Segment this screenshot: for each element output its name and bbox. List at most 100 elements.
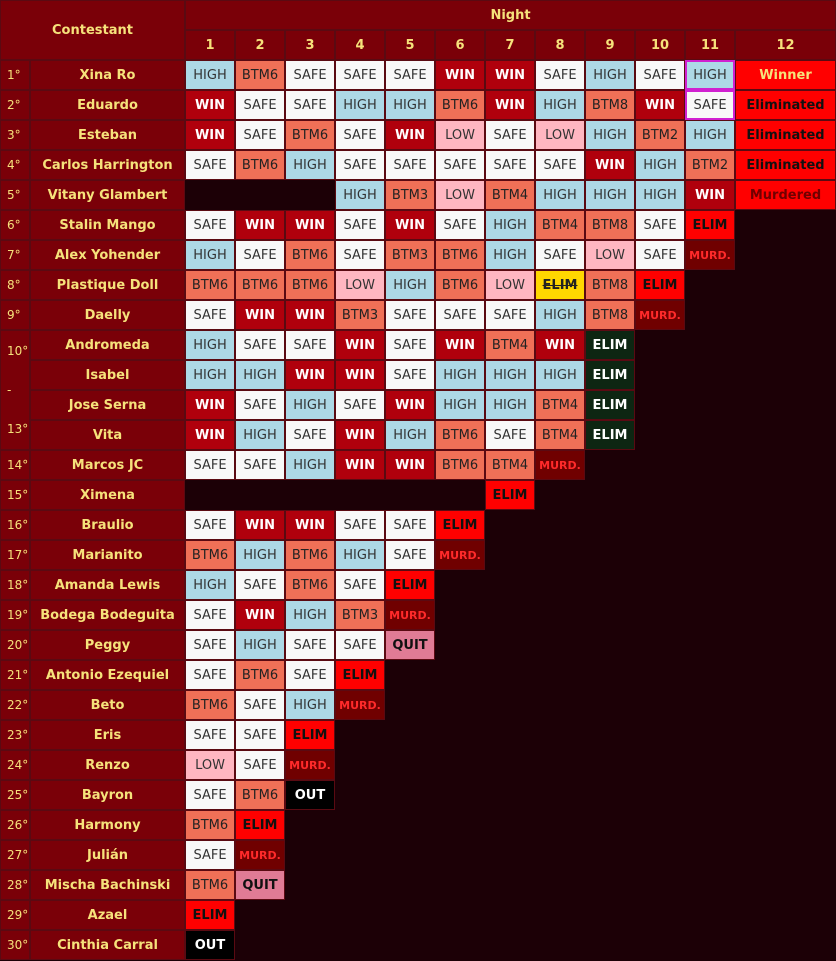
contestant-name: Andromeda [30, 330, 185, 360]
result-cell: BTM4 [485, 450, 535, 480]
result-cell: SAFE [185, 300, 235, 330]
result-cell: HIGH [685, 60, 735, 90]
result-cell: BTM6 [435, 90, 485, 120]
result-cell: SAFE [635, 240, 685, 270]
rank-cell: 5° [0, 180, 30, 210]
result-cell: BTM8 [585, 90, 635, 120]
result-cell: SAFE [235, 450, 285, 480]
result-cell: WIN [335, 420, 385, 450]
result-cell: BTM6 [285, 570, 335, 600]
result-cell: SAFE [235, 720, 285, 750]
night-header-3: 3 [285, 30, 335, 60]
result-cell: SAFE [335, 630, 385, 660]
result-cell: MURD. [685, 240, 735, 270]
result-cell: SAFE [685, 90, 735, 120]
contestant-name: Marianito [30, 540, 185, 570]
result-cell: BTM6 [435, 420, 485, 450]
result-cell: ELIM [585, 420, 635, 450]
result-cell: HIGH [285, 690, 335, 720]
result-cell: HIGH [185, 570, 235, 600]
result-cell: BTM3 [335, 600, 385, 630]
contestant-name: Amanda Lewis [30, 570, 185, 600]
night-header-11: 11 [685, 30, 735, 60]
result-cell: SAFE [335, 510, 385, 540]
result-cell: BTM4 [535, 420, 585, 450]
contestant-name: Daelly [30, 300, 185, 330]
rank-cell: 29° [0, 900, 30, 930]
result-cell: BTM4 [485, 180, 535, 210]
rank-label: 10° [7, 343, 29, 358]
contestant-name: Harmony [30, 810, 185, 840]
contestant-name: Braulio [30, 510, 185, 540]
result-cell: MURD. [635, 300, 685, 330]
result-cell: BTM6 [235, 150, 285, 180]
result-cell: SAFE [185, 450, 235, 480]
result-cell: WIN [185, 420, 235, 450]
result-cell: OUT [185, 930, 235, 960]
result-cell: SAFE [285, 90, 335, 120]
result-cell: SAFE [485, 150, 535, 180]
rank-cell: 26° [0, 810, 30, 840]
result-cell: SAFE [235, 120, 285, 150]
result-cell: HIGH [685, 120, 735, 150]
result-cell: SAFE [385, 540, 435, 570]
night-header-9: 9 [585, 30, 635, 60]
result-cell: LOW [435, 180, 485, 210]
result-cell: ELIM [535, 270, 585, 300]
result-cell: LOW [485, 270, 535, 300]
result-cell: WIN [335, 330, 385, 360]
result-cell: Eliminated [735, 90, 836, 120]
result-cell: HIGH [635, 180, 685, 210]
result-cell: SAFE [535, 60, 585, 90]
night-header-7: 7 [485, 30, 535, 60]
result-cell: ELIM [285, 720, 335, 750]
contestant-name: Antonio Ezequiel [30, 660, 185, 690]
rank-cell: 7° [0, 240, 30, 270]
result-cell: ELIM [235, 810, 285, 840]
result-cell: SAFE [385, 300, 435, 330]
result-cell: SAFE [485, 120, 535, 150]
contestant-name: Vitany Glambert [30, 180, 185, 210]
header-contestant: Contestant [0, 0, 185, 60]
contestant-name: Marcos JC [30, 450, 185, 480]
rank-cell: 6° [0, 210, 30, 240]
result-cell: WIN [185, 390, 235, 420]
result-cell: QUIT [235, 870, 285, 900]
result-cell: HIGH [585, 60, 635, 90]
result-cell: SAFE [335, 60, 385, 90]
result-cell: BTM4 [535, 390, 585, 420]
result-cell: WIN [385, 390, 435, 420]
result-cell: HIGH [485, 210, 535, 240]
result-cell: SAFE [485, 420, 535, 450]
result-cell: SAFE [185, 660, 235, 690]
result-cell: MURD. [385, 600, 435, 630]
result-cell: HIGH [285, 150, 335, 180]
result-cell: MURD. [285, 750, 335, 780]
result-cell: BTM6 [435, 450, 485, 480]
result-cell: WIN [635, 90, 685, 120]
result-cell: BTM6 [185, 690, 235, 720]
rank-cell: 22° [0, 690, 30, 720]
result-cell: BTM6 [435, 270, 485, 300]
rank-cell: 28° [0, 870, 30, 900]
night-header-5: 5 [385, 30, 435, 60]
result-cell: HIGH [285, 600, 335, 630]
result-cell: BTM6 [235, 60, 285, 90]
contestant-name: Eris [30, 720, 185, 750]
contestant-name: Xina Ro [30, 60, 185, 90]
result-cell: BTM6 [285, 120, 335, 150]
result-cell: HIGH [185, 330, 235, 360]
night-header-10: 10 [635, 30, 685, 60]
contestant-name: Stalin Mango [30, 210, 185, 240]
result-cell: SAFE [185, 630, 235, 660]
result-cell: SAFE [185, 210, 235, 240]
contestant-name: Alex Yohender [30, 240, 185, 270]
result-cell: HIGH [285, 390, 335, 420]
result-cell: BTM8 [585, 300, 635, 330]
result-cell: WIN [185, 90, 235, 120]
result-cell: HIGH [635, 150, 685, 180]
result-cell: OUT [285, 780, 335, 810]
result-cell: BTM3 [385, 180, 435, 210]
rank-cell: 9° [0, 300, 30, 330]
night-header-8: 8 [535, 30, 585, 60]
